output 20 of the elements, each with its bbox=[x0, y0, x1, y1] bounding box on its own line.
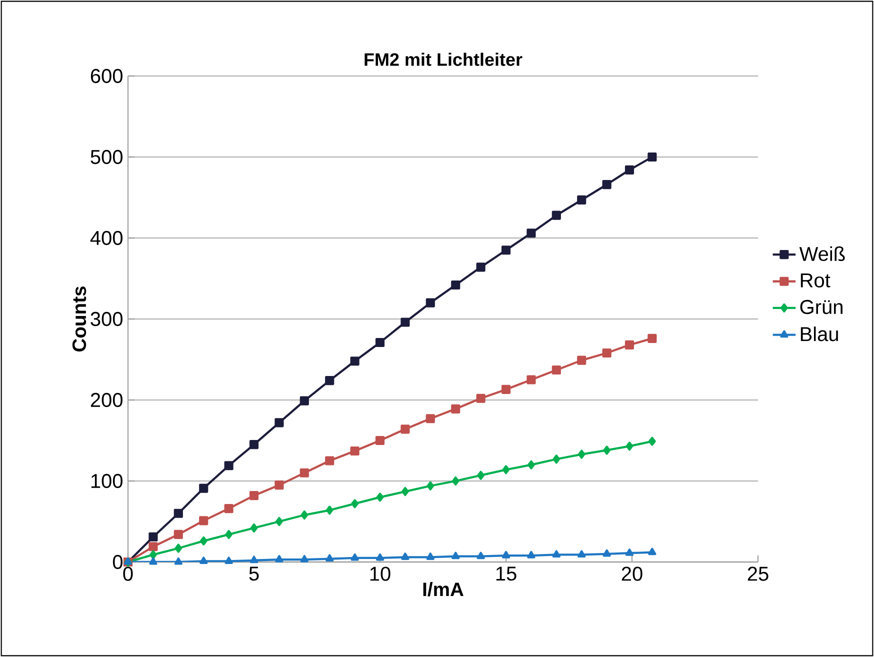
y-tick-label: 200 bbox=[90, 392, 122, 408]
x-tick-label: 5 bbox=[249, 566, 259, 581]
x-tick-label: 10 bbox=[370, 566, 390, 581]
y-tick-label: 100 bbox=[91, 474, 122, 488]
y-tick-label: 300 bbox=[90, 312, 122, 326]
x-tick-label: 15 bbox=[496, 566, 516, 581]
chart-title: FM2 mit Lichtleiter bbox=[364, 52, 522, 66]
y-axis-title: Counts bbox=[72, 286, 86, 352]
x-tick-label: 0 bbox=[123, 566, 133, 581]
x-tick-label: 20 bbox=[622, 566, 642, 581]
legend-label: Grün bbox=[800, 300, 842, 314]
legend-label: Blau bbox=[800, 326, 838, 342]
x-axis-title: I/mA bbox=[423, 582, 464, 596]
y-tick-label: 500 bbox=[90, 150, 122, 164]
y-tick-label: 0 bbox=[112, 554, 122, 570]
legend-label: Weiß bbox=[799, 246, 845, 262]
x-tick-label: 25 bbox=[748, 566, 768, 581]
y-tick-label: 400 bbox=[90, 230, 122, 246]
legend-label: Rot bbox=[800, 274, 830, 288]
y-tick-label: 600 bbox=[90, 68, 122, 84]
